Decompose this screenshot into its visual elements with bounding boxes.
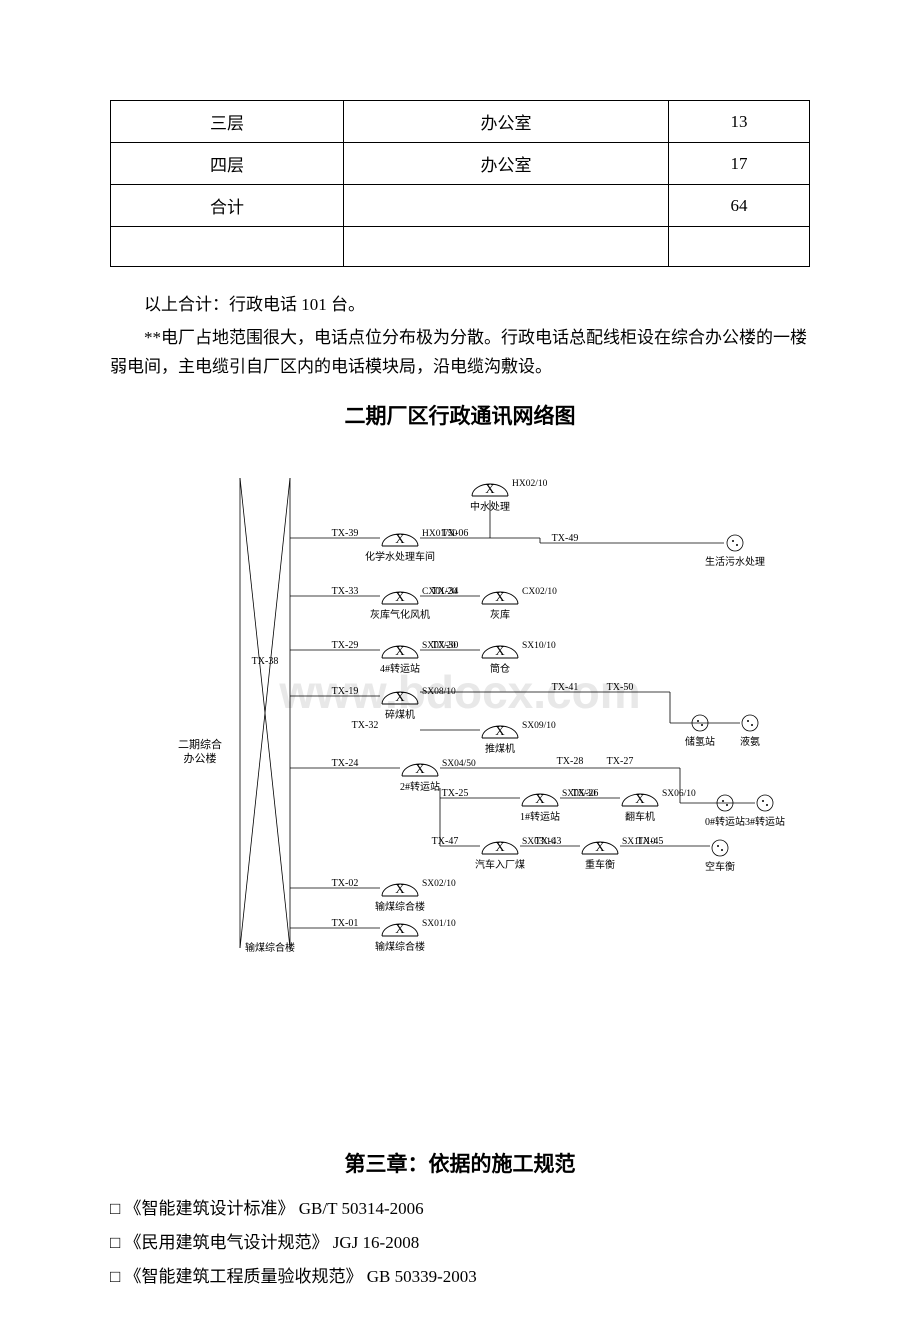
table-cell [344,227,669,267]
svg-text:推煤机: 推煤机 [485,742,515,755]
network-diagram: www.bdocx.com二期综合办公楼XHX02/10中水处理XHX01/50… [110,448,810,968]
svg-text:TX-39: TX-39 [332,528,359,539]
svg-text:X: X [395,881,405,896]
svg-text:X: X [395,689,405,704]
svg-text:X: X [495,723,505,738]
svg-text:X: X [495,589,505,604]
svg-text:HX02/10: HX02/10 [512,479,548,489]
svg-text:TX-49: TX-49 [552,533,579,544]
svg-text:X: X [495,839,505,854]
svg-text:SX04/50: SX04/50 [442,759,476,769]
svg-text:生活污水处理: 生活污水处理 [705,555,765,568]
svg-text:X: X [395,643,405,658]
svg-text:TX-25: TX-25 [442,788,469,799]
table-cell: 17 [669,143,810,185]
svg-text:办公楼: 办公楼 [184,751,217,765]
svg-text:X: X [395,589,405,604]
svg-text:X: X [635,791,645,806]
table-cell [669,227,810,267]
spec-item: 《智能建筑工程质量验收规范》 GB 50339-2003 [110,1260,810,1294]
table-cell: 合计 [111,185,344,227]
table-cell: 64 [669,185,810,227]
svg-text:SX09/10: SX09/10 [522,721,556,731]
svg-text:TX-34: TX-34 [432,586,459,597]
svg-text:2#转运站: 2#转运站 [400,780,440,793]
diagram-title: 二期厂区行政通讯网络图 [110,400,810,430]
svg-text:化学水处理车间: 化学水处理车间 [365,550,435,563]
svg-text:空车衡: 空车衡 [705,860,735,873]
table-cell: 三层 [111,101,344,143]
svg-text:碎煤机: 碎煤机 [385,708,415,721]
svg-text:翻车机: 翻车机 [625,810,655,823]
svg-text:4#转运站: 4#转运站 [380,662,420,675]
spec-list: 《智能建筑设计标准》 GB/T 50314-2006《民用建筑电气设计规范》 J… [110,1192,810,1294]
svg-text:输煤综合楼: 输煤综合楼 [245,941,295,954]
svg-text:TX-28: TX-28 [557,756,584,767]
svg-text:SX02/10: SX02/10 [422,879,456,889]
svg-text:TX-38: TX-38 [252,656,279,667]
svg-text:输煤综合楼: 输煤综合楼 [375,940,425,953]
svg-text:TX-27: TX-27 [607,756,634,767]
summary-para-2: **电厂占地范围很大，电话点位分布极为分散。行政电话总配线柜设在综合办公楼的一楼… [110,324,810,382]
chapter-title: 第三章：依据的施工规范 [110,1148,810,1178]
svg-text:TX-30: TX-30 [432,640,459,651]
svg-text:X: X [595,839,605,854]
spec-item: 《民用建筑电气设计规范》 JGJ 16-2008 [110,1226,810,1260]
svg-text:储氢站: 储氢站 [685,735,715,748]
svg-text:TX-01: TX-01 [332,918,359,929]
svg-text:汽车入厂煤: 汽车入厂煤 [475,858,525,871]
svg-text:输煤综合楼: 输煤综合楼 [375,900,425,913]
svg-text:TX-43: TX-43 [535,836,562,847]
svg-text:X: X [415,761,425,776]
svg-text:灰库气化风机: 灰库气化风机 [370,608,430,621]
summary-para-1: 以上合计：行政电话 101 台。 [110,291,810,320]
svg-text:1#转运站: 1#转运站 [520,810,560,823]
table-cell: 四层 [111,143,344,185]
svg-text:TX-06: TX-06 [442,528,469,539]
svg-text:X: X [485,481,495,496]
svg-text:二期综合: 二期综合 [178,737,222,751]
svg-text:SX10/10: SX10/10 [522,641,556,651]
svg-text:TX-50: TX-50 [607,682,634,693]
table-cell: 办公室 [344,101,669,143]
table-cell: 13 [669,101,810,143]
svg-text:液氨: 液氨 [740,735,760,748]
svg-text:TX-24: TX-24 [332,758,359,769]
svg-text:TX-19: TX-19 [332,686,359,697]
table-cell [344,185,669,227]
table-cell: 办公室 [344,143,669,185]
svg-text:TX-33: TX-33 [332,586,359,597]
svg-text:灰库: 灰库 [490,608,510,621]
svg-text:3#转运站: 3#转运站 [745,815,785,828]
spec-item: 《智能建筑设计标准》 GB/T 50314-2006 [110,1192,810,1226]
svg-text:筒仓: 筒仓 [490,662,510,675]
svg-text:SX06/10: SX06/10 [662,789,696,799]
svg-text:TX-26: TX-26 [572,788,599,799]
svg-text:X: X [495,643,505,658]
svg-text:TX-29: TX-29 [332,640,359,651]
svg-text:X: X [395,921,405,936]
svg-text:中水处理: 中水处理 [470,500,510,513]
phone-count-table: 三层办公室13 四层办公室17 合计 64 [110,100,810,267]
svg-text:TX-02: TX-02 [332,878,359,889]
svg-text:SX01/10: SX01/10 [422,919,456,929]
svg-text:SX08/10: SX08/10 [422,687,456,697]
svg-text:重车衡: 重车衡 [585,858,615,871]
svg-text:CX02/10: CX02/10 [522,587,557,597]
svg-text:TX-32: TX-32 [352,720,379,731]
svg-text:TX-47: TX-47 [432,836,459,847]
svg-text:0#转运站: 0#转运站 [705,815,745,828]
svg-text:TX-41: TX-41 [552,682,579,693]
table-cell [111,227,344,267]
svg-text:TX-45: TX-45 [637,836,664,847]
svg-text:X: X [395,531,405,546]
svg-text:X: X [535,791,545,806]
